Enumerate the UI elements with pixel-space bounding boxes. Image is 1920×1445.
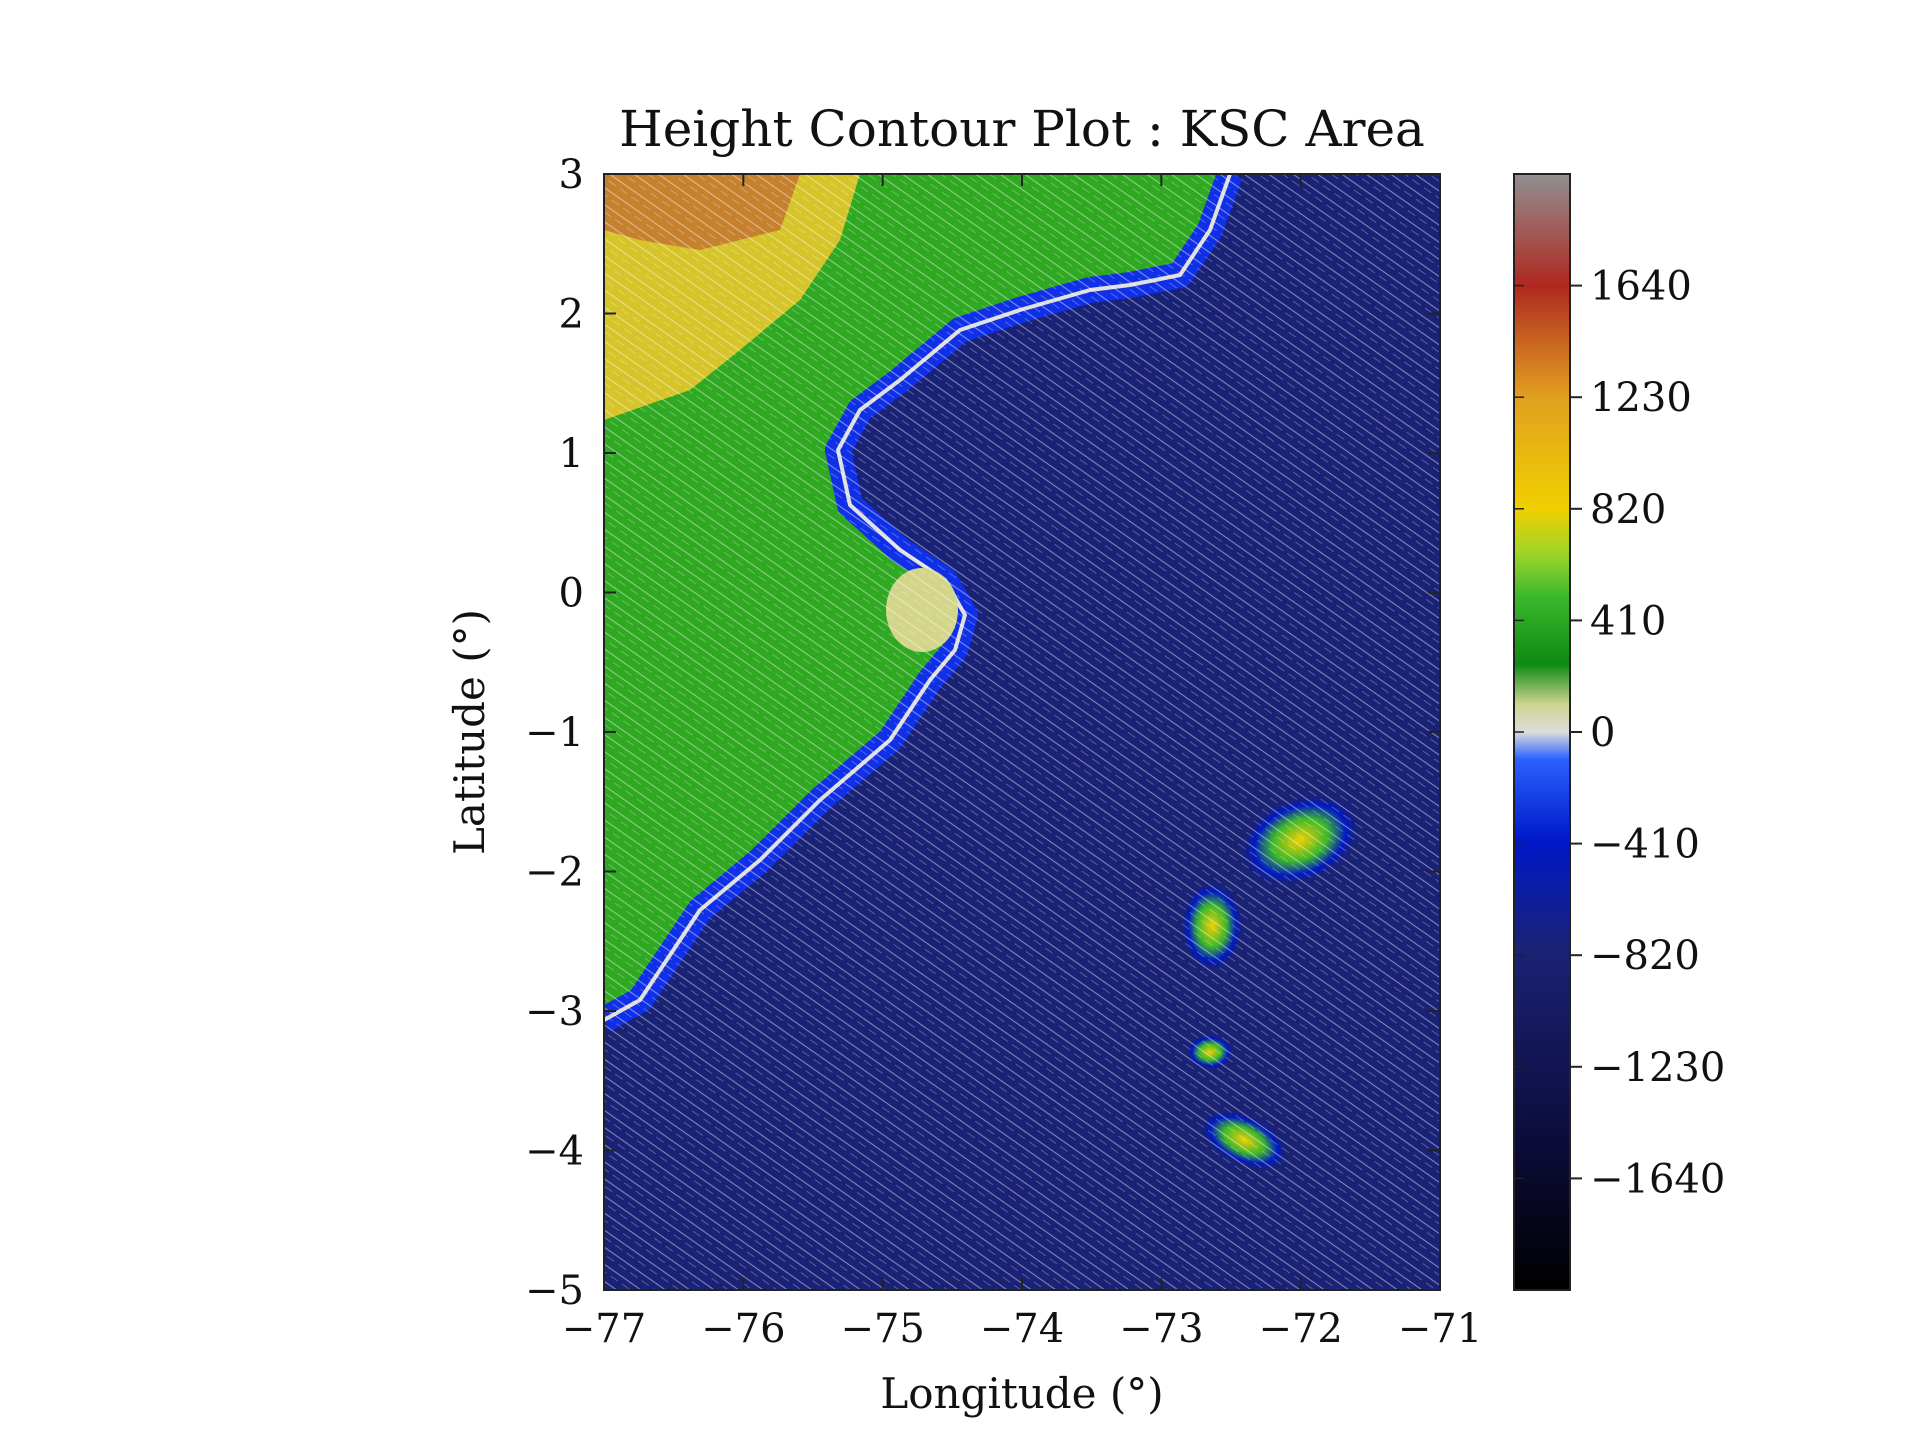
y-tick-label: −5: [525, 1268, 584, 1314]
x-tick-label: −75: [840, 1306, 924, 1352]
x-tick-label: −76: [701, 1306, 785, 1352]
plot-area: [604, 174, 1440, 1290]
y-tick-label: 0: [559, 571, 584, 617]
y-axis-label: Latitude (°): [445, 609, 494, 855]
colorbar-tick-label: 1640: [1590, 264, 1692, 310]
x-axis: −77 −76 −75 −74 −73 −72 −71: [562, 174, 1482, 1352]
y-tick-label: −3: [525, 989, 584, 1035]
colorbar-tick-label: −1230: [1590, 1045, 1725, 1091]
colorbar-tick-label: 0: [1590, 710, 1615, 756]
colorbar-axis: 1640 1230 820 410 0 −410 −820 −1230 −1640: [1514, 264, 1725, 1202]
x-tick-label: −74: [980, 1306, 1064, 1352]
colorbar-tick-label: 820: [1590, 487, 1666, 533]
y-tick-label: −2: [525, 850, 584, 896]
x-tick-label: −77: [562, 1306, 646, 1352]
y-tick-label: 3: [559, 152, 584, 198]
x-tick-label: −73: [1119, 1306, 1203, 1352]
y-tick-label: 1: [559, 431, 584, 477]
colorbar-tick-label: −410: [1590, 822, 1700, 868]
colorbar-tick-label: −1640: [1590, 1156, 1725, 1202]
colorbar-tick-label: −820: [1590, 933, 1700, 979]
contour-lines: [604, 174, 1440, 1290]
colorbar-tick-label: 410: [1590, 598, 1666, 644]
y-tick-label: 2: [559, 292, 584, 338]
chart-title: Height Contour Plot : KSC Area: [619, 100, 1425, 158]
y-tick-label: −4: [525, 1129, 584, 1175]
x-axis-label: Longitude (°): [880, 1369, 1163, 1418]
y-axis: −5 −4 −3 −2 −1 0 1 2 3: [525, 152, 1440, 1314]
y-tick-label: −1: [525, 710, 584, 756]
x-tick-label: −72: [1258, 1306, 1342, 1352]
x-tick-label: −71: [1398, 1306, 1482, 1352]
colorbar-tick-label: 1230: [1590, 375, 1692, 421]
